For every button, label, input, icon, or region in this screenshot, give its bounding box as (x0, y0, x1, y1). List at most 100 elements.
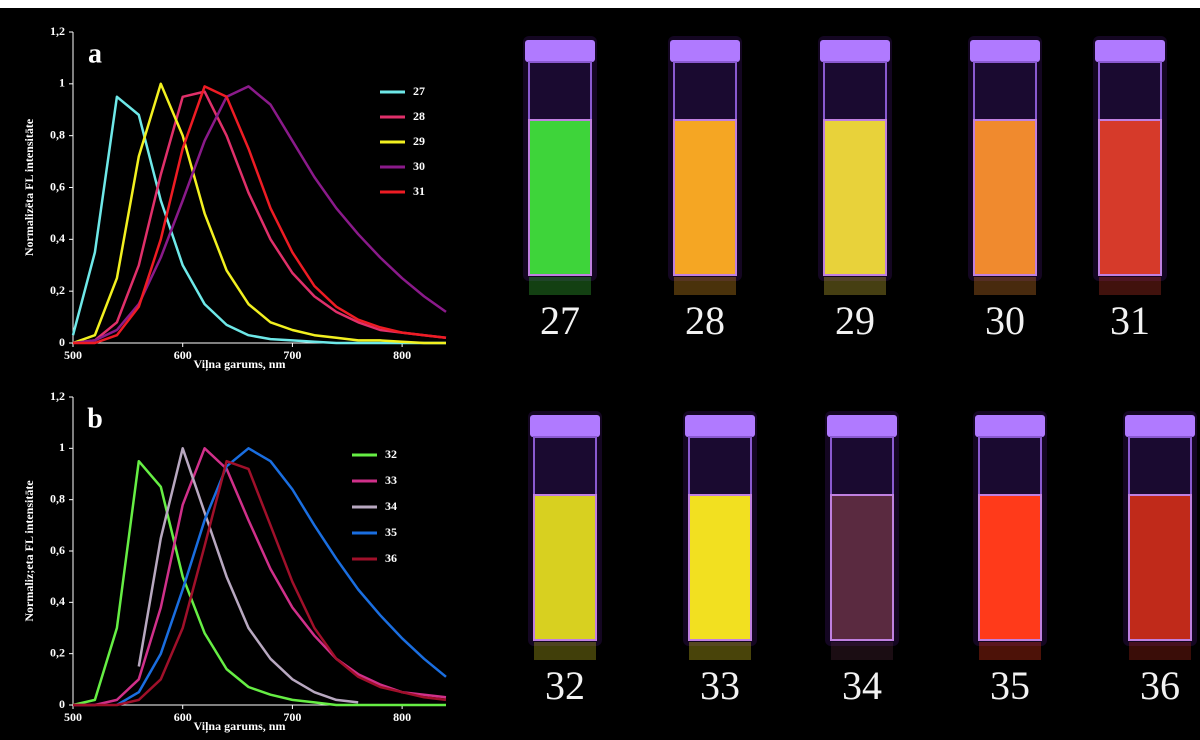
legend-label: 29 (413, 134, 425, 148)
vial-neck (823, 61, 887, 121)
x-tick-label: 500 (64, 348, 82, 362)
vial-cap (525, 40, 595, 62)
series-line (71, 95, 446, 345)
vial-label: 29 (835, 298, 875, 343)
top-border (0, 0, 1200, 8)
legend-label: 34 (385, 499, 397, 513)
vial-reflection (831, 642, 893, 660)
vial-neck (1098, 61, 1162, 121)
vial-reflection (824, 277, 886, 295)
x-tick-label: 500 (64, 710, 82, 724)
y-tick-label: 1,2 (50, 24, 65, 38)
x-tick-label: 600 (174, 348, 192, 362)
series-line (116, 447, 447, 707)
x-axis-title: Viļna garums, nm (194, 357, 286, 372)
y-axis-title: Normalizēta FL intensitāte (22, 118, 36, 256)
series-line (72, 82, 446, 345)
vial-reflection (689, 642, 751, 660)
vial-label: 31 (1110, 298, 1150, 343)
y-tick-label: 0,8 (50, 491, 65, 505)
series-line (72, 85, 447, 345)
vial-cap (820, 40, 890, 62)
vial-neck (528, 61, 592, 121)
vial-neck (673, 61, 737, 121)
series-line (73, 85, 447, 345)
vial-cap (1095, 40, 1165, 62)
vial-reflection (1099, 277, 1161, 295)
series-line (73, 459, 447, 707)
x-tick-label: 700 (283, 348, 301, 362)
series-line (137, 447, 359, 704)
x-tick-label: 700 (283, 710, 301, 724)
y-tick-label: 0,2 (50, 645, 65, 659)
legend-label: 33 (385, 473, 397, 487)
vial-cap (530, 415, 600, 437)
panel-label: b (87, 403, 103, 434)
vial-label: 27 (540, 298, 580, 343)
vial-body (533, 494, 597, 641)
vial-body (823, 119, 887, 276)
vial-body (978, 494, 1042, 641)
y-tick-label: 1 (59, 76, 65, 90)
vial-reflection (979, 642, 1041, 660)
y-tick-label: 1 (59, 440, 65, 454)
x-tick-label: 800 (393, 348, 411, 362)
legend-label: 27 (413, 84, 425, 98)
vial-neck (978, 436, 1042, 496)
vial-neck (688, 436, 752, 496)
vial-reflection (674, 277, 736, 295)
vial-cap (685, 415, 755, 437)
vial-neck (533, 436, 597, 496)
vial-body (830, 494, 894, 641)
legend-label: 35 (385, 525, 397, 539)
vial-label: 30 (985, 298, 1025, 343)
vial-label: 35 (990, 663, 1030, 708)
vial-reflection (974, 277, 1036, 295)
vial-neck (830, 436, 894, 496)
vial-body (528, 119, 592, 276)
vial-neck (973, 61, 1037, 121)
x-tick-label: 800 (393, 710, 411, 724)
vial-cap (975, 415, 1045, 437)
vial-body (973, 119, 1037, 276)
vial-body (1098, 119, 1162, 276)
vial-label: 33 (700, 663, 740, 708)
vial-cap (970, 40, 1040, 62)
y-tick-label: 0 (59, 697, 65, 711)
panel-label: a (88, 38, 102, 69)
series-line (73, 447, 447, 707)
y-axis-title: Normaliz;eta FL intensitāte (22, 480, 36, 622)
legend-label: 30 (413, 159, 425, 173)
y-tick-label: 1,2 (50, 389, 65, 403)
vial-reflection (534, 642, 596, 660)
vial-reflection (1129, 642, 1191, 660)
y-tick-label: 0,6 (50, 543, 65, 557)
vial-body (688, 494, 752, 641)
vial-neck (1128, 436, 1192, 496)
x-tick-label: 600 (174, 710, 192, 724)
legend-label: 31 (413, 184, 425, 198)
vial-cap (827, 415, 897, 437)
y-tick-label: 0,2 (50, 283, 65, 297)
y-tick-label: 0 (59, 335, 65, 349)
legend-label: 28 (413, 109, 425, 123)
y-tick-label: 0,4 (50, 594, 65, 608)
vial-body (673, 119, 737, 276)
vial-label: 34 (842, 663, 882, 708)
vial-label: 28 (685, 298, 725, 343)
y-tick-label: 0,4 (50, 231, 65, 245)
y-tick-label: 0,6 (50, 179, 65, 193)
vial-reflection (529, 277, 591, 295)
vial-body (1128, 494, 1192, 641)
vial-cap (670, 40, 740, 62)
y-tick-label: 0,8 (50, 127, 65, 141)
x-axis-title: Viļna garums, nm (194, 719, 286, 734)
vial-label: 36 (1140, 663, 1180, 708)
series-line (72, 90, 447, 345)
legend-label: 32 (385, 447, 397, 461)
vial-cap (1125, 415, 1195, 437)
vial-label: 32 (545, 663, 585, 708)
legend-label: 36 (385, 551, 397, 565)
